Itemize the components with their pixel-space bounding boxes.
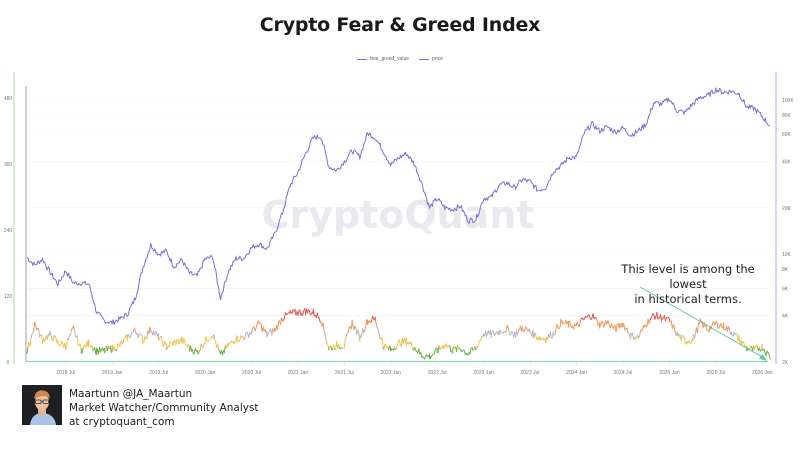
x-tick-label: 2025 Jan xyxy=(659,370,680,376)
x-tick-label: 2024 Jul xyxy=(613,370,632,376)
x-tick-label: 2023 Jul xyxy=(521,370,540,376)
annotation-arrow xyxy=(639,286,765,359)
left-tick-label: 480 xyxy=(4,96,13,102)
left-tick-label: 240 xyxy=(4,228,13,234)
avatar xyxy=(22,385,62,425)
x-tick-label: 2018 Jul xyxy=(56,370,75,376)
chart-title: Crypto Fear & Greed Index xyxy=(259,14,541,36)
chart-legend: fear_greed_value price xyxy=(0,56,800,62)
annotation-line-2: in historical terms. xyxy=(634,292,742,306)
author-info: Maartunn @JA_Maartun Market Watcher/Comm… xyxy=(69,385,259,429)
left-axis-ticks: 0 120 240 360 480 xyxy=(4,96,13,366)
watermark: CryptoQuant xyxy=(261,193,534,237)
legend-item-price[interactable]: price xyxy=(419,56,443,62)
right-tick-label: 100K xyxy=(782,98,794,104)
x-tick-label: 2019 Jul xyxy=(149,370,168,376)
x-tick-label: 2020 Jul xyxy=(242,370,261,376)
avatar-portrait-icon xyxy=(22,385,62,425)
annotation-text: This level is among the lowest in histor… xyxy=(608,262,768,307)
price-series xyxy=(26,87,771,325)
x-tick-label: 2019 Jan xyxy=(102,370,123,376)
fear-greed-series xyxy=(26,308,771,360)
left-tick-label: 360 xyxy=(4,162,13,168)
right-tick-label: 10K xyxy=(782,252,792,258)
x-tick-label: 2025 Jul xyxy=(706,370,725,376)
x-tick-label: 2024 Jan xyxy=(566,370,587,376)
arrow-head-icon xyxy=(759,354,767,361)
annotation-line-1: This level is among the lowest xyxy=(621,262,755,291)
x-tick-label: 2026 Jan xyxy=(752,370,773,376)
left-tick-label: 120 xyxy=(4,294,13,300)
legend-item-fear-greed[interactable]: fear_greed_value xyxy=(357,56,409,62)
author-name: Maartunn @JA_Maartun xyxy=(69,388,193,400)
right-tick-label: 20K xyxy=(782,206,792,212)
legend-label: fear_greed_value xyxy=(370,56,410,62)
x-tick-label: 2023 Jan xyxy=(473,370,494,376)
right-tick-label: 2K xyxy=(782,360,789,366)
author-org: at cryptoquant_com xyxy=(69,416,175,428)
x-tick-label: 2021 Jan xyxy=(288,370,309,376)
legend-line-icon xyxy=(419,58,430,60)
right-tick-label: 6K xyxy=(782,286,789,292)
right-tick-label: 8K xyxy=(782,267,789,273)
left-tick-label: 0 xyxy=(7,360,10,366)
author-card: Maartunn @JA_Maartun Market Watcher/Comm… xyxy=(22,385,259,429)
x-tick-label: 2020 Jan xyxy=(195,370,216,376)
x-axis-ticks: 2018 Jul 2019 Jan 2019 Jul 2020 Jan 2020 Jul… xyxy=(56,362,773,376)
author-role: Market Watcher/Community Analyst xyxy=(69,402,259,414)
x-tick-label: 2021 Jul xyxy=(335,370,354,376)
legend-line-icon xyxy=(357,58,368,60)
right-tick-label: 60K xyxy=(782,132,792,138)
right-tick-label: 40K xyxy=(782,159,792,165)
right-tick-label: 80K xyxy=(782,113,792,119)
x-tick-label: 2022 Jul xyxy=(428,370,447,376)
right-tick-label: 4K xyxy=(782,314,789,320)
x-tick-label: 2022 Jan xyxy=(380,370,401,376)
grid-lines xyxy=(28,99,770,363)
right-axis-ticks: 2K 4K 6K 8K 10K 20K 40K 60K 80K 100K xyxy=(782,98,794,366)
legend-label: price xyxy=(432,56,443,62)
